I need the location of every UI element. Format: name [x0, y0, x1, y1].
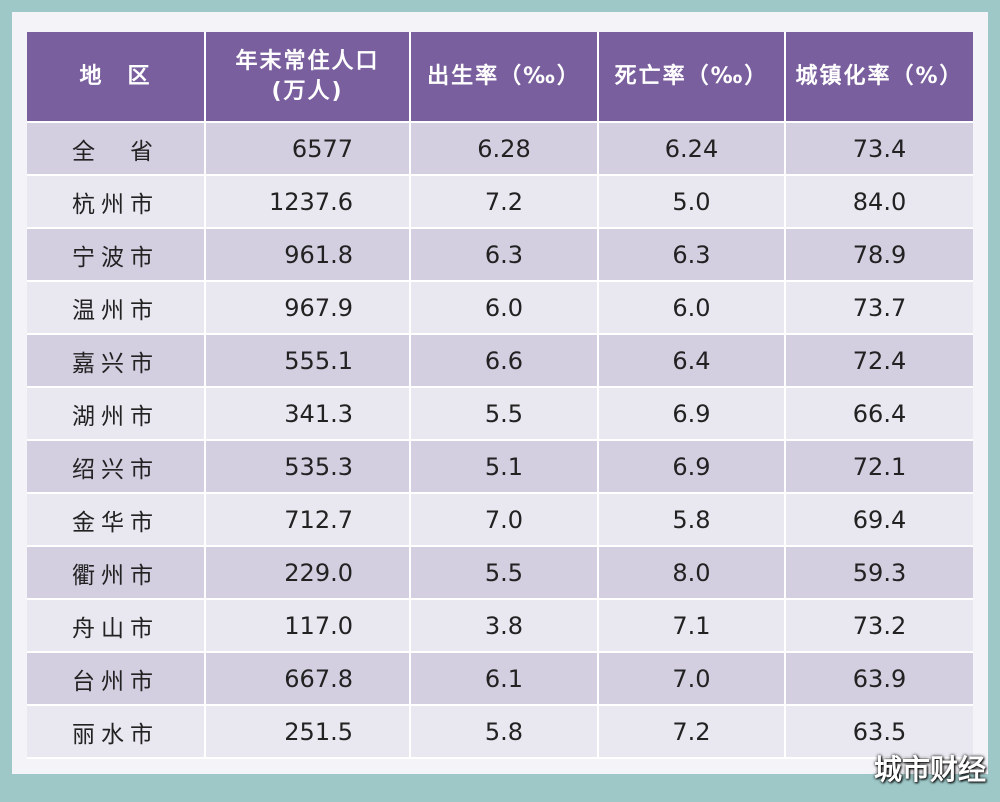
- cell-urbanization-rate: 63.5: [785, 705, 973, 759]
- cell-urbanization-rate: 73.2: [785, 599, 973, 653]
- cell-urbanization-rate: 78.9: [785, 228, 973, 282]
- cell-birth-rate: 6.0: [410, 281, 599, 335]
- cell-urbanization-rate: 66.4: [785, 387, 973, 441]
- cell-region: 温州市: [27, 281, 206, 335]
- cell-birth-rate: 6.28: [410, 122, 599, 176]
- cell-population: 1237.6: [205, 175, 411, 229]
- cell-urbanization-rate: 84.0: [785, 175, 973, 229]
- cell-population: 555.1: [205, 334, 411, 388]
- cell-birth-rate: 5.1: [410, 440, 599, 494]
- cell-region: 台州市: [27, 652, 206, 706]
- header-region: 地 区: [27, 32, 206, 123]
- cell-region: 嘉兴市: [27, 334, 206, 388]
- cell-birth-rate: 6.1: [410, 652, 599, 706]
- cell-population: 6577: [205, 122, 411, 176]
- cell-region: 丽水市: [27, 705, 206, 759]
- cell-region: 衢州市: [27, 546, 206, 600]
- cell-birth-rate: 5.5: [410, 387, 599, 441]
- cell-population: 251.5: [205, 705, 411, 759]
- cell-death-rate: 8.0: [598, 546, 786, 600]
- table-row: 衢州市 229.0 5.5 8.0 59.3: [27, 546, 973, 600]
- cell-death-rate: 7.1: [598, 599, 786, 653]
- cell-population: 229.0: [205, 546, 411, 600]
- cell-death-rate: 7.0: [598, 652, 786, 706]
- population-table: 地 区 年末常住人口 (万人) 出生率（‰） 死亡率（‰） 城镇化率（%） 全 …: [27, 32, 973, 759]
- table-row: 杭州市 1237.6 7.2 5.0 84.0: [27, 175, 973, 229]
- cell-population: 961.8: [205, 228, 411, 282]
- cell-death-rate: 7.2: [598, 705, 786, 759]
- header-death-rate: 死亡率（‰）: [598, 32, 786, 123]
- cell-urbanization-rate: 72.4: [785, 334, 973, 388]
- table-row: 全 省 6577 6.28 6.24 73.4: [27, 122, 973, 176]
- cell-death-rate: 6.24: [598, 122, 786, 176]
- table-row: 绍兴市 535.3 5.1 6.9 72.1: [27, 440, 973, 494]
- cell-urbanization-rate: 73.7: [785, 281, 973, 335]
- cell-population: 117.0: [205, 599, 411, 653]
- table-row: 湖州市 341.3 5.5 6.9 66.4: [27, 387, 973, 441]
- table-row: 嘉兴市 555.1 6.6 6.4 72.4: [27, 334, 973, 388]
- cell-region: 绍兴市: [27, 440, 206, 494]
- header-row: 地 区 年末常住人口 (万人) 出生率（‰） 死亡率（‰） 城镇化率（%）: [27, 32, 973, 123]
- cell-death-rate: 5.0: [598, 175, 786, 229]
- table-row: 丽水市 251.5 5.8 7.2 63.5: [27, 705, 973, 759]
- watermark-logo-text: 城市财经: [873, 753, 986, 786]
- cell-region: 宁波市: [27, 228, 206, 282]
- cell-region: 金华市: [27, 493, 206, 547]
- cell-birth-rate: 3.8: [410, 599, 599, 653]
- table-panel: 地 区 年末常住人口 (万人) 出生率（‰） 死亡率（‰） 城镇化率（%） 全 …: [12, 12, 988, 774]
- cell-death-rate: 6.9: [598, 387, 786, 441]
- cell-population: 667.8: [205, 652, 411, 706]
- cell-population: 535.3: [205, 440, 411, 494]
- cell-region: 湖州市: [27, 387, 206, 441]
- table-row: 舟山市 117.0 3.8 7.1 73.2: [27, 599, 973, 653]
- table-row: 台州市 667.8 6.1 7.0 63.9: [27, 652, 973, 706]
- cell-urbanization-rate: 59.3: [785, 546, 973, 600]
- header-urbanization-rate: 城镇化率（%）: [785, 32, 973, 123]
- cell-urbanization-rate: 72.1: [785, 440, 973, 494]
- cell-region: 杭州市: [27, 175, 206, 229]
- cell-death-rate: 6.3: [598, 228, 786, 282]
- cell-urbanization-rate: 73.4: [785, 122, 973, 176]
- cell-birth-rate: 6.3: [410, 228, 599, 282]
- cell-birth-rate: 7.0: [410, 493, 599, 547]
- header-population: 年末常住人口 (万人): [205, 32, 411, 123]
- header-birth-rate: 出生率（‰）: [410, 32, 599, 123]
- cell-birth-rate: 6.6: [410, 334, 599, 388]
- cell-population: 967.9: [205, 281, 411, 335]
- cell-death-rate: 6.9: [598, 440, 786, 494]
- cell-birth-rate: 7.2: [410, 175, 599, 229]
- cell-birth-rate: 5.8: [410, 705, 599, 759]
- table-row: 宁波市 961.8 6.3 6.3 78.9: [27, 228, 973, 282]
- cell-death-rate: 5.8: [598, 493, 786, 547]
- cell-death-rate: 6.0: [598, 281, 786, 335]
- cell-population: 712.7: [205, 493, 411, 547]
- table-row: 金华市 712.7 7.0 5.8 69.4: [27, 493, 973, 547]
- cell-urbanization-rate: 69.4: [785, 493, 973, 547]
- cell-region: 舟山市: [27, 599, 206, 653]
- cell-death-rate: 6.4: [598, 334, 786, 388]
- table-row: 温州市 967.9 6.0 6.0 73.7: [27, 281, 973, 335]
- cell-urbanization-rate: 63.9: [785, 652, 973, 706]
- cell-birth-rate: 5.5: [410, 546, 599, 600]
- cell-region: 全 省: [27, 122, 206, 176]
- cell-population: 341.3: [205, 387, 411, 441]
